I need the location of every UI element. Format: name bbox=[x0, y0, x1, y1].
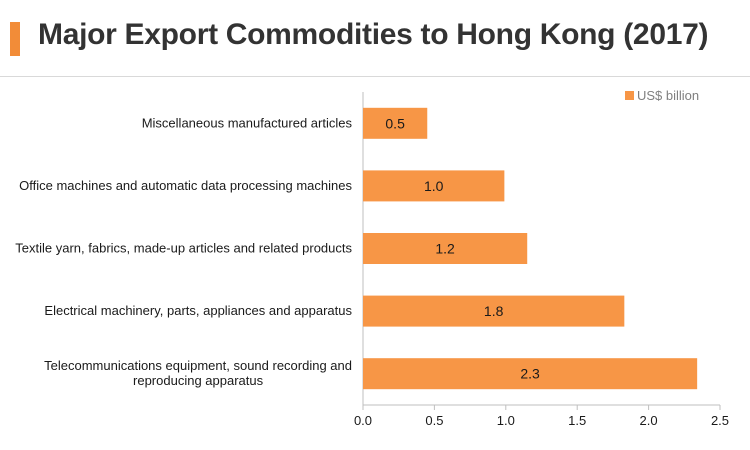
bar-value-label: 1.8 bbox=[484, 303, 504, 319]
category-label: Miscellaneous manufactured articles bbox=[142, 115, 353, 130]
x-tick-label: 2.0 bbox=[640, 413, 658, 428]
page-title: Major Export Commodities to Hong Kong (2… bbox=[38, 18, 709, 51]
bar-value-label: 0.5 bbox=[385, 115, 405, 131]
category-label: Office machines and automatic data proce… bbox=[19, 178, 352, 193]
bar bbox=[363, 295, 625, 327]
category-label: Electrical machinery, parts, appliances … bbox=[44, 303, 352, 318]
bar bbox=[363, 170, 505, 202]
category-label: Telecommunications equipment, sound reco… bbox=[44, 358, 352, 373]
x-tick-label: 1.5 bbox=[568, 413, 586, 428]
category-label: Textile yarn, fabrics, made-up articles … bbox=[15, 241, 352, 256]
title-accent-bar bbox=[10, 22, 20, 56]
x-tick-label: 0.5 bbox=[425, 413, 443, 428]
bar bbox=[363, 233, 528, 264]
legend-label: US$ billion bbox=[637, 88, 699, 103]
category-label: reproducing apparatus bbox=[133, 373, 264, 388]
header-divider bbox=[0, 76, 750, 77]
bar bbox=[363, 107, 428, 139]
bar bbox=[363, 358, 698, 390]
x-tick-label: 1.0 bbox=[497, 413, 515, 428]
x-tick-label: 2.5 bbox=[711, 413, 729, 428]
x-tick-label: 0.0 bbox=[354, 413, 372, 428]
legend-swatch bbox=[625, 91, 634, 100]
bar-value-label: 2.3 bbox=[520, 366, 540, 382]
bar-value-label: 1.2 bbox=[435, 241, 455, 257]
bar-value-label: 1.0 bbox=[424, 178, 444, 194]
